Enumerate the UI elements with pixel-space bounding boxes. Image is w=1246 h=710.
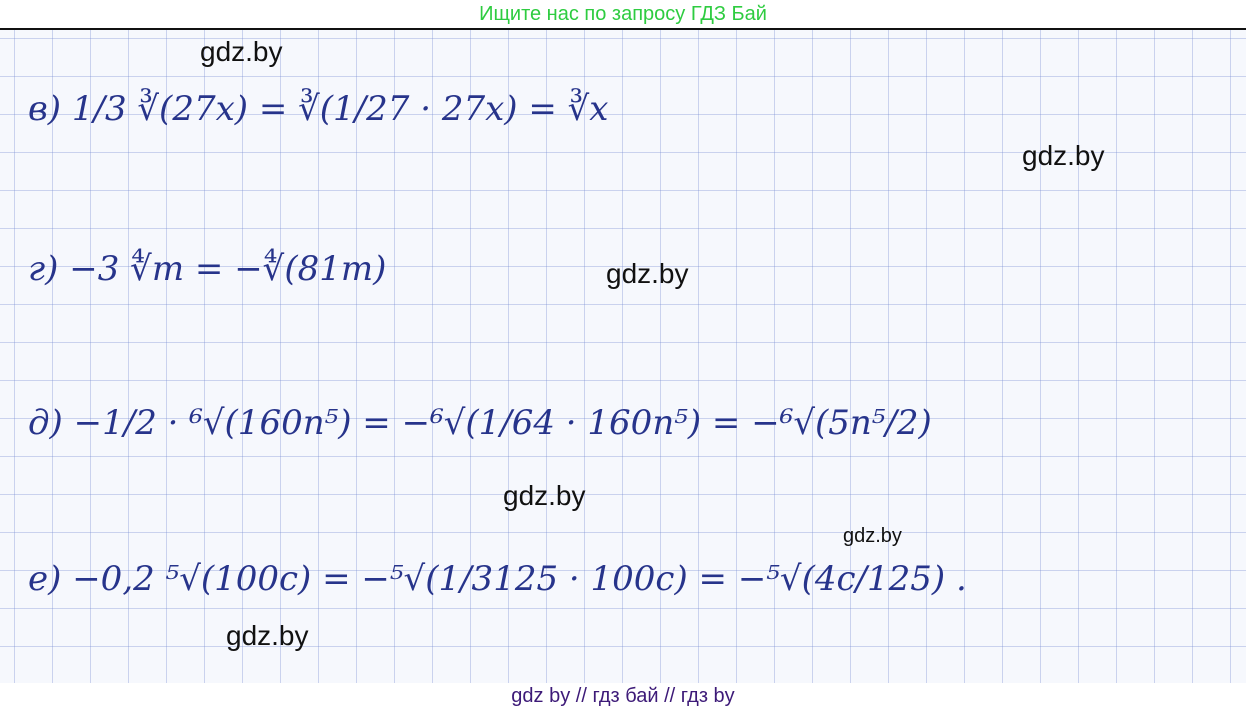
graph-paper: в) 1/3 ∛(27x) = ∛(1/27 · 27x) = ∛x г) −3…: [0, 30, 1246, 683]
watermark: gdz.by: [843, 525, 902, 547]
watermark: gdz.by: [503, 480, 586, 511]
footer-links: gdz by // гдз бай // гдз by: [0, 683, 1246, 710]
divider: [0, 28, 1246, 30]
solution-line-d: д) −1/2 · ⁶√(160n⁵) = −⁶√(1/64 · 160n⁵) …: [28, 403, 932, 443]
watermark: gdz.by: [226, 620, 309, 651]
watermark: gdz.by: [606, 258, 689, 289]
solution-line-e: е) −0,2 ⁵√(100c) = −⁵√(1/3125 · 100c) = …: [28, 559, 967, 599]
watermark: gdz.by: [200, 36, 283, 67]
watermark: gdz.by: [1022, 140, 1105, 171]
solution-line-g: г) −3 ∜m = −∜(81m): [28, 249, 387, 289]
search-banner: Ищите нас по запросу ГДЗ Бай: [479, 3, 767, 25]
solution-line-v: в) 1/3 ∛(27x) = ∛(1/27 · 27x) = ∛x: [28, 89, 609, 129]
